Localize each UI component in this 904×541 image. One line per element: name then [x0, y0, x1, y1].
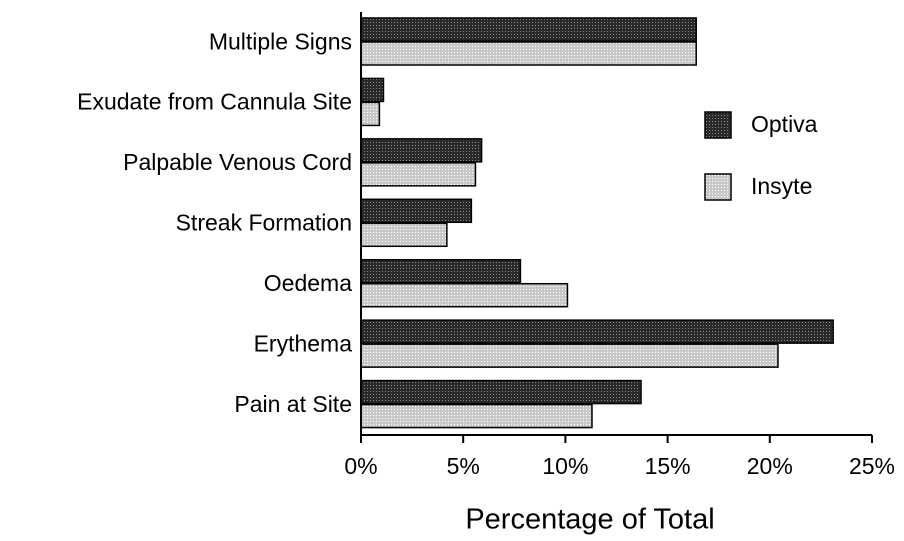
x-tick-label: 10% [542, 453, 588, 479]
bar [360, 198, 473, 224]
x-tick-label: 15% [645, 453, 691, 479]
x-axis-label: Percentage of Total [465, 504, 714, 536]
y-tick-label: Streak Formation [176, 210, 352, 236]
legend-swatch [704, 173, 732, 201]
y-tick-label: Exudate from Cannula Site [77, 89, 352, 115]
legend-label: Insyte [751, 173, 812, 199]
bar [360, 17, 697, 42]
x-tick-label: 0% [344, 453, 377, 479]
bar [360, 379, 642, 405]
bar [360, 222, 448, 248]
y-tick-label: Pain at Site [234, 391, 352, 417]
bar [360, 41, 697, 66]
bar [360, 319, 834, 344]
y-tick-label: Erythema [254, 330, 353, 356]
bar [360, 282, 569, 308]
legend-label: Optiva [751, 111, 818, 137]
bar [360, 138, 483, 163]
x-tick-label: 5% [447, 453, 480, 479]
legend-swatch [704, 111, 732, 139]
x-tick-label: 25% [849, 453, 895, 479]
bar [360, 343, 779, 368]
y-tick-label: Multiple Signs [209, 28, 352, 54]
bar [360, 403, 593, 429]
bar [360, 101, 381, 127]
bar [360, 162, 477, 187]
y-tick-label: Oedema [264, 270, 352, 296]
y-tick-label: Palpable Venous Cord [123, 149, 352, 175]
bar [360, 77, 385, 103]
bar [360, 258, 522, 284]
x-tick-label: 20% [747, 453, 793, 479]
